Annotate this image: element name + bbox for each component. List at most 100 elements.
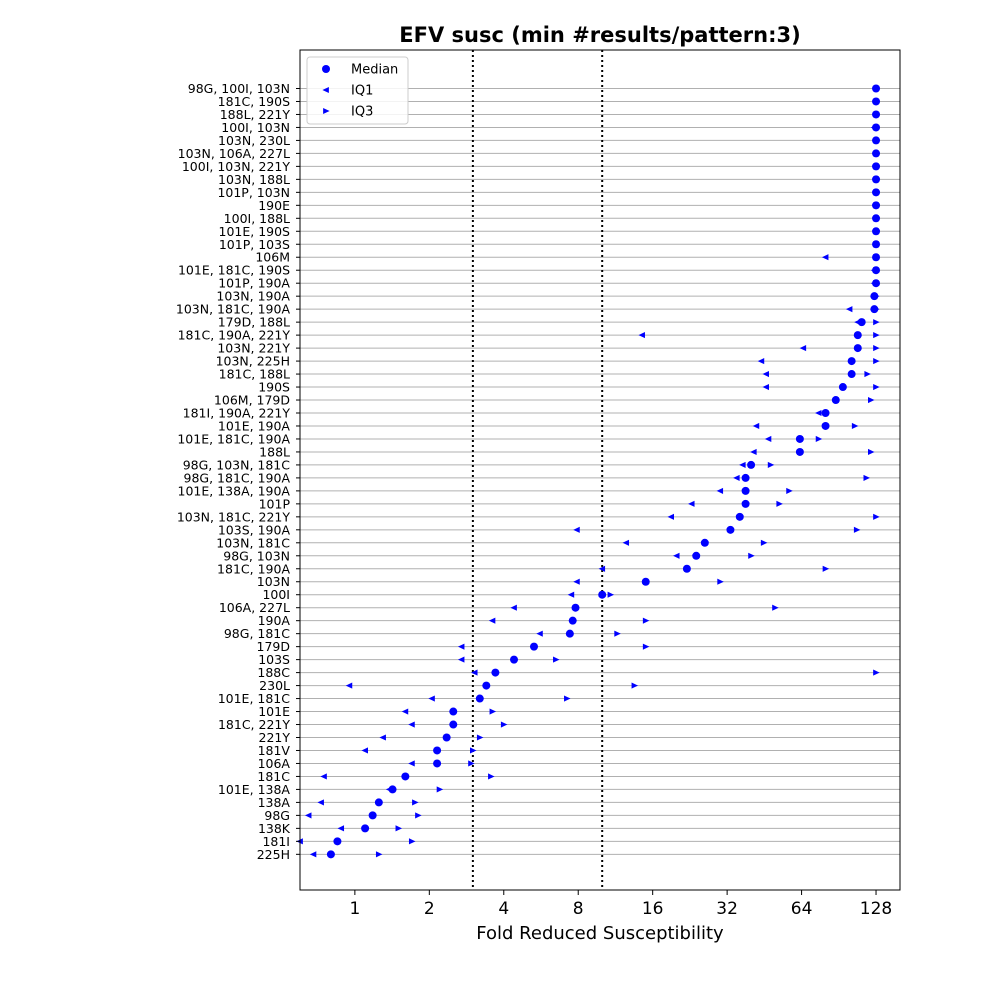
category-label: 181C, 190A, 221Y [178, 328, 291, 343]
iq3-point [642, 643, 650, 650]
x-axis-ticks: 1 2 4 8 16 32 64 128 [349, 890, 892, 919]
median-point [872, 201, 881, 210]
iq1-point [536, 630, 543, 637]
median-point [449, 707, 458, 716]
iq1-point [457, 656, 465, 663]
category-label: 103N, 181C, 221Y [177, 509, 291, 524]
median-point [872, 110, 881, 119]
category-label: 103N, 181C, 190A [176, 302, 291, 317]
category-label: 103N, 188L [218, 172, 290, 187]
median-point [872, 188, 881, 197]
iq1-point [488, 617, 496, 624]
category-label: 103N, 225H [216, 354, 290, 369]
iq3-point [767, 461, 775, 468]
median-point [449, 720, 458, 729]
median-point [872, 175, 881, 184]
median-point [838, 383, 847, 392]
iq1-point [345, 682, 353, 689]
category-label: 101P, 190A [218, 276, 290, 291]
category-label: 103N [257, 574, 290, 589]
median-point [374, 798, 383, 807]
category-label: 100I, 103N [221, 120, 290, 135]
iq3-point [607, 591, 615, 598]
median-point [433, 759, 442, 768]
iq1-point [739, 461, 746, 468]
legend: Median IQ1 IQ3 [306, 56, 409, 125]
median-point [700, 538, 709, 547]
median-point [442, 733, 451, 742]
grid-layer [300, 88, 900, 855]
median-point [870, 292, 879, 301]
iq3-point [851, 422, 859, 430]
median-point [872, 266, 881, 275]
median-point [735, 512, 744, 521]
category-label: 103S [258, 652, 290, 667]
median-point [568, 616, 577, 625]
median-point [482, 681, 491, 690]
category-label: 106M, 179D [214, 393, 290, 408]
median-point [361, 824, 370, 833]
iq1-point [673, 552, 680, 559]
category-label: 100I, 103N, 221Y [182, 159, 291, 174]
median-point [401, 772, 410, 781]
iq1-point [317, 799, 324, 806]
category-label: 101E, 138A, 190A [178, 483, 291, 498]
median-point [847, 370, 856, 379]
category-label: 225H [257, 847, 290, 862]
median-point [726, 525, 735, 534]
category-label: 190A [258, 613, 291, 628]
iq3-point [642, 617, 650, 624]
category-label: 181C, 188L [219, 367, 290, 382]
iq3-point [631, 682, 639, 689]
category-label: 100I, 188L [224, 211, 290, 226]
iq1-point [750, 448, 757, 455]
median-point [872, 214, 881, 223]
category-label: 181I [262, 834, 290, 849]
iq3-point [748, 552, 755, 559]
iq3-point [553, 656, 560, 663]
median-point [872, 123, 881, 132]
category-label: 138A [258, 795, 291, 810]
iq1-point [320, 773, 327, 780]
iq3-point [375, 851, 383, 858]
category-label: 230L [259, 678, 290, 693]
iq1-point [815, 409, 822, 417]
category-label: 98G, 181C [224, 626, 290, 641]
category-label: 106A, 227L [219, 600, 290, 615]
category-label: 98G, 181C, 190A [184, 470, 291, 485]
category-label: 181C [257, 769, 290, 784]
median-point [853, 344, 862, 353]
iq1-point [764, 435, 772, 443]
category-label: 101P, 103N [217, 185, 290, 200]
median-point [857, 318, 866, 327]
median-point [368, 811, 377, 820]
category-label: 103N, 190A [216, 289, 290, 304]
iq3-point [760, 539, 768, 546]
median-point [847, 357, 856, 366]
category-label: 181C, 190A [217, 561, 290, 576]
category-label: 101E, 181C, 190A [177, 431, 290, 446]
category-label: 103N, 181C [216, 535, 290, 550]
median-point [475, 694, 484, 703]
iq3-point [776, 500, 783, 507]
x-tick-label: 16 [642, 899, 664, 919]
iq1-point [567, 591, 575, 598]
iq3-point [867, 448, 875, 455]
iq1-point [510, 604, 517, 611]
iq1-point [733, 474, 740, 481]
category-label: 190S [258, 380, 290, 395]
category-label: 106A [258, 756, 291, 771]
iq3-point [412, 799, 419, 806]
iq3-point [476, 734, 484, 741]
iq1-point [304, 812, 312, 819]
median-point [872, 227, 881, 236]
x-tick-label: 64 [791, 899, 813, 919]
category-label: 103N, 106A, 227L [178, 146, 290, 161]
legend-box [306, 56, 409, 125]
category-label: 181C, 190S [218, 94, 290, 109]
median-point [872, 84, 881, 93]
legend-marker-iq1 [322, 86, 329, 94]
iq3-point [489, 708, 497, 715]
